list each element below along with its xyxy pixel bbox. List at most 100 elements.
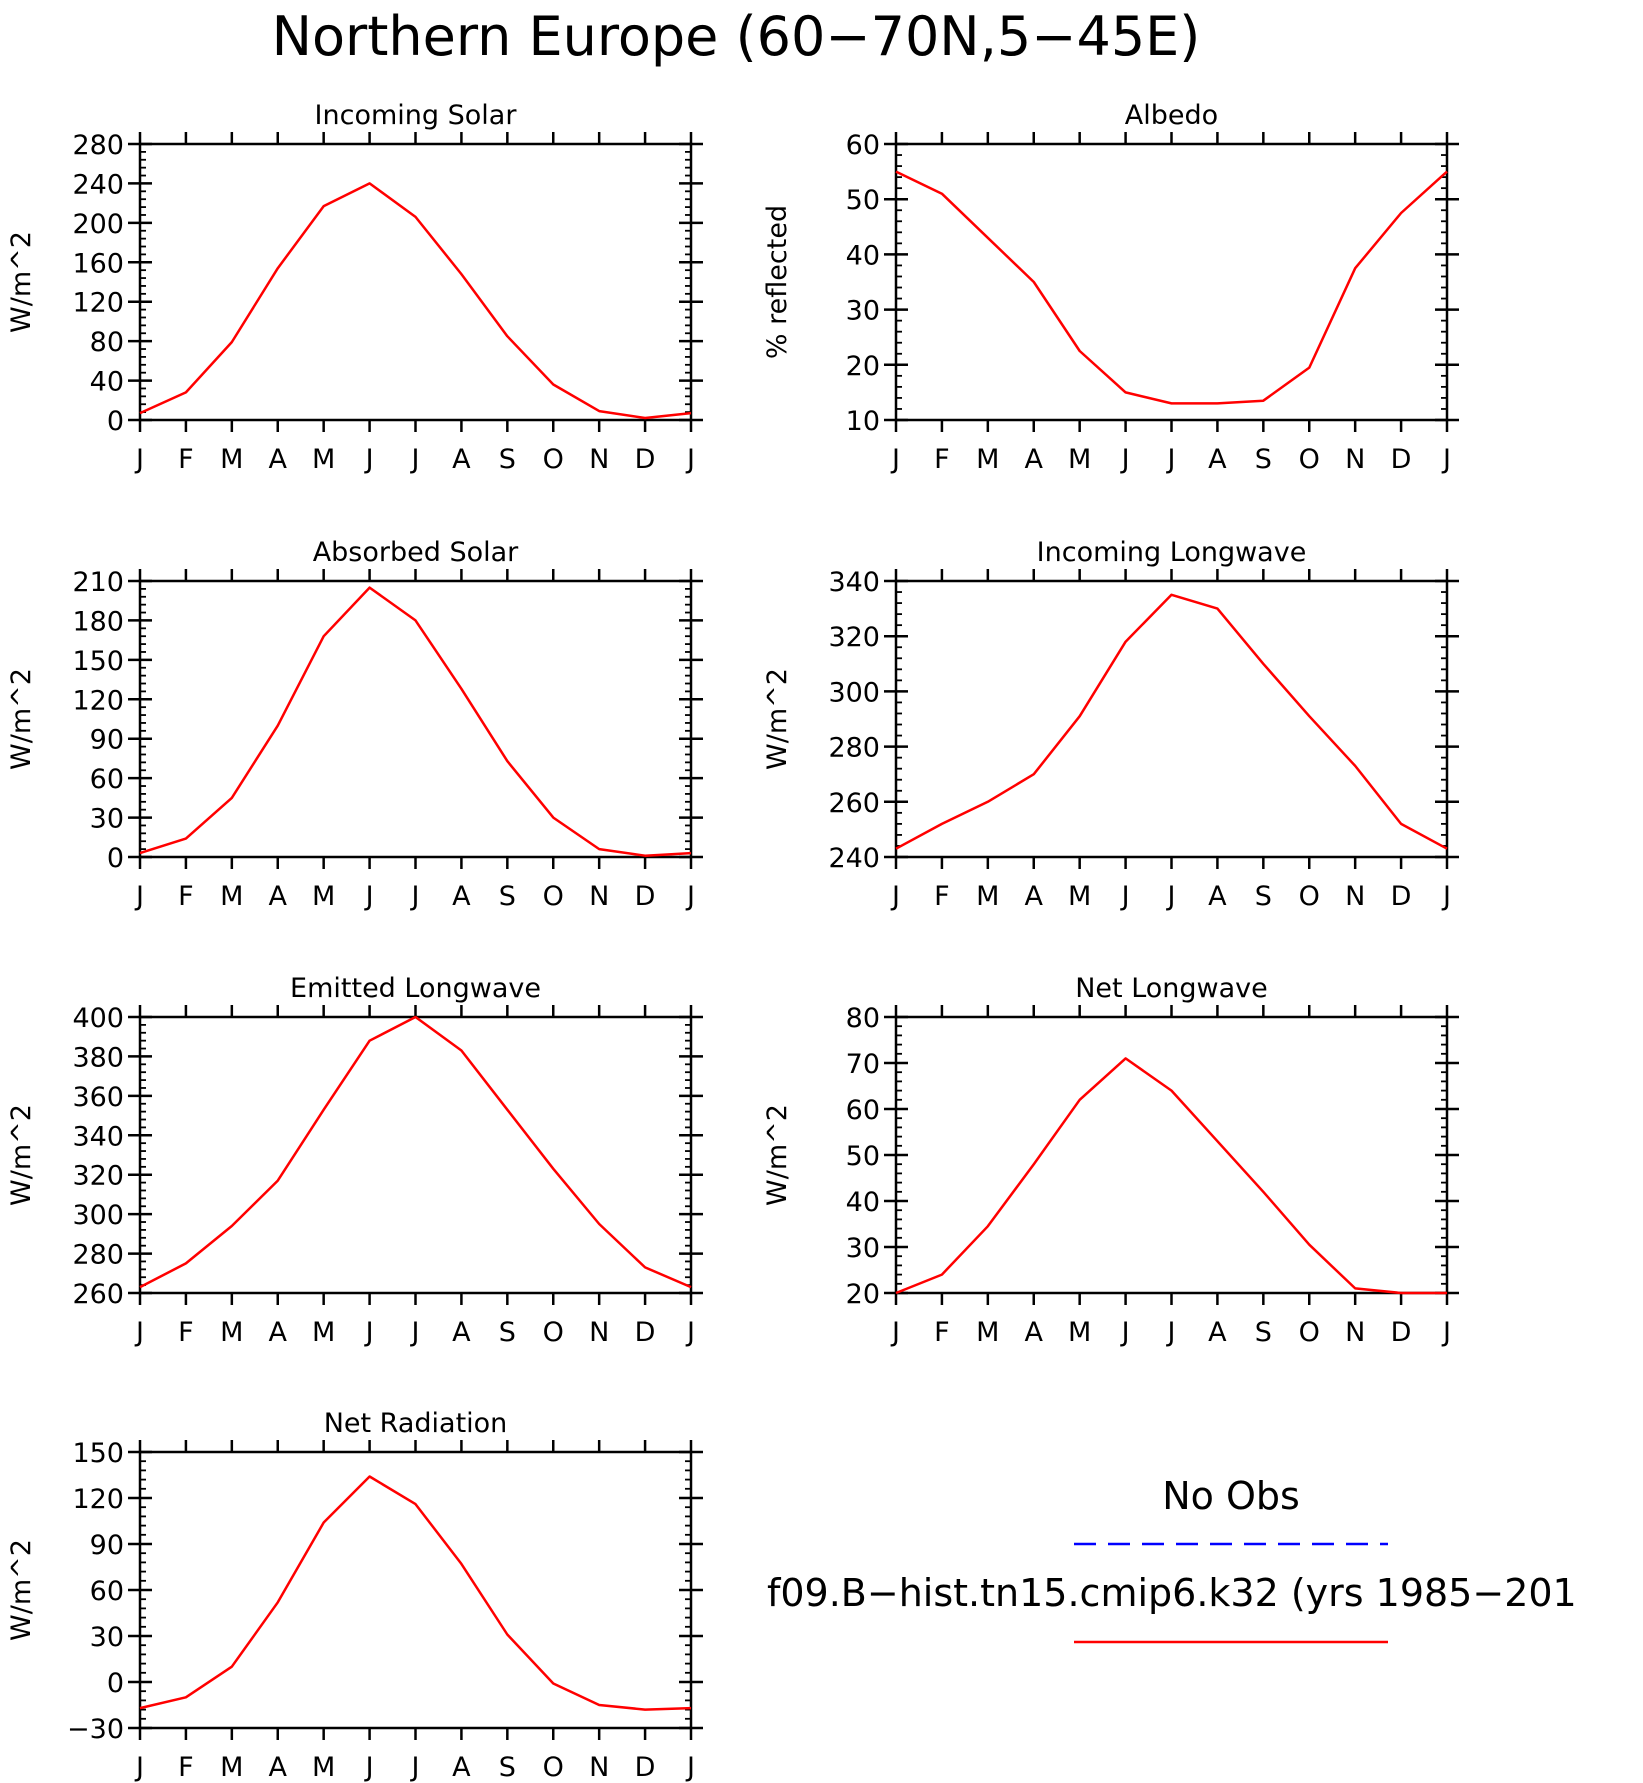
x-tick-label: S	[1255, 1317, 1272, 1348]
panel-title: Net Longwave	[1075, 973, 1268, 1004]
plot-frame	[894, 1015, 1449, 1295]
x-tick-label: J	[1441, 444, 1451, 475]
x-tick-label: F	[934, 1317, 950, 1348]
x-tick-label: J	[1441, 1317, 1451, 1348]
x-tick-label: N	[589, 1752, 609, 1783]
x-tick-label: M	[220, 444, 243, 475]
legend: No Obs f09.B−hist.tn15.cmip6.k32 (yrs 19…	[767, 1474, 1577, 1644]
x-tick-label: J	[1120, 881, 1130, 912]
y-axis-label: W/m^2	[6, 668, 37, 770]
x-tick-label: D	[635, 881, 656, 912]
y-tick-label: 300	[828, 677, 880, 708]
x-tick-label: F	[178, 444, 194, 475]
x-tick-label: M	[1068, 1317, 1091, 1348]
x-tick-label: M	[312, 444, 335, 475]
y-tick-label: 300	[72, 1200, 124, 1231]
x-tick-label: O	[543, 1317, 564, 1348]
x-tick-label: D	[635, 1317, 656, 1348]
y-tick-label: 150	[72, 646, 124, 677]
plot-frame	[138, 1450, 693, 1730]
x-tick-label: M	[1068, 444, 1091, 475]
x-tick-label: O	[543, 881, 564, 912]
x-tick-label: J	[1120, 444, 1130, 475]
y-tick-label: 340	[828, 567, 880, 598]
x-tick-label: N	[1345, 1317, 1365, 1348]
x-tick-label: A	[452, 1752, 471, 1783]
y-tick-label: 240	[72, 169, 124, 200]
x-tick-label: J	[685, 881, 695, 912]
chart-panel-3: J F M A M J J A S O N D J0306090120150180210Absorbed…	[6, 537, 703, 912]
series-line	[895, 1057, 1447, 1295]
y-axis-label: W/m^2	[762, 668, 793, 770]
series-line	[139, 586, 692, 857]
x-tick-label: A	[452, 881, 471, 912]
y-tick-label: 120	[72, 288, 124, 319]
x-tick-label: M	[1068, 881, 1091, 912]
x-tick-label: J	[685, 1752, 695, 1783]
y-tick-label: 260	[72, 1279, 124, 1310]
x-tick-label: M	[976, 881, 999, 912]
panel-title: Absorbed Solar	[313, 537, 519, 568]
y-tick-label: 150	[72, 1438, 124, 1469]
x-tick-label: J	[364, 1317, 374, 1348]
y-tick-label: 180	[72, 606, 124, 637]
y-tick-label: 340	[72, 1121, 124, 1152]
y-tick-label: 0	[107, 843, 124, 874]
x-tick-label: J	[1120, 1317, 1130, 1348]
y-axis-label: % reflected	[762, 205, 793, 359]
y-tick-label: 280	[72, 130, 124, 161]
y-tick-label: 10	[846, 406, 880, 437]
y-tick-label: 40	[90, 367, 124, 398]
x-tick-label: D	[635, 444, 656, 475]
series-line	[139, 1015, 692, 1289]
x-tick-label: O	[543, 1752, 564, 1783]
x-tick-label: A	[1208, 1317, 1227, 1348]
y-tick-label: 50	[846, 1141, 880, 1172]
x-tick-label: D	[1391, 881, 1412, 912]
x-tick-label: J	[364, 881, 374, 912]
x-tick-label: F	[934, 444, 950, 475]
x-tick-label: S	[1255, 444, 1272, 475]
series-line	[895, 170, 1448, 405]
legend-obs-label: No Obs	[1162, 1474, 1300, 1518]
x-tick-label: A	[1208, 881, 1227, 912]
x-tick-label: M	[220, 881, 243, 912]
y-tick-label: 30	[90, 1622, 124, 1653]
y-tick-label: 0	[107, 406, 124, 437]
y-tick-label: 40	[846, 240, 880, 271]
x-tick-label: A	[1208, 444, 1227, 475]
x-tick-label: M	[220, 1752, 243, 1783]
y-tick-label: 90	[90, 725, 124, 756]
chart-panel-4: J F M A M J J A S O N D J240260280300320340Incoming …	[762, 537, 1459, 912]
x-tick-label: F	[178, 1317, 194, 1348]
x-tick-label: A	[1025, 444, 1044, 475]
x-tick-label: S	[1255, 881, 1272, 912]
y-tick-label: 70	[846, 1049, 880, 1080]
x-tick-label: J	[1166, 444, 1176, 475]
x-tick-label: N	[589, 881, 609, 912]
y-tick-label: 360	[72, 1082, 124, 1113]
x-tick-label: J	[134, 1317, 144, 1348]
legend-model-label: f09.B−hist.tn15.cmip6.k32 (yrs 1985−201	[767, 1571, 1577, 1615]
chart-panel-1: J F M A M J J A S O N D J04080120160200240280Incomin…	[6, 100, 703, 475]
y-tick-label: 30	[846, 1233, 880, 1264]
x-tick-label: M	[976, 444, 999, 475]
x-tick-label: A	[1025, 1317, 1044, 1348]
series-line	[895, 593, 1448, 850]
x-tick-label: A	[1025, 881, 1044, 912]
y-tick-label: 30	[846, 296, 880, 327]
figure-title: Northern Europe (60−70N,5−45E)	[272, 5, 1201, 68]
x-tick-label: J	[890, 1317, 900, 1348]
y-tick-label: −30	[67, 1714, 124, 1745]
x-tick-label: A	[452, 444, 471, 475]
x-tick-label: O	[1299, 881, 1320, 912]
y-tick-label: 60	[846, 130, 880, 161]
y-tick-label: 20	[846, 351, 880, 382]
y-tick-label: 60	[90, 764, 124, 795]
y-tick-label: 0	[107, 1668, 124, 1699]
y-tick-label: 80	[846, 1003, 880, 1034]
